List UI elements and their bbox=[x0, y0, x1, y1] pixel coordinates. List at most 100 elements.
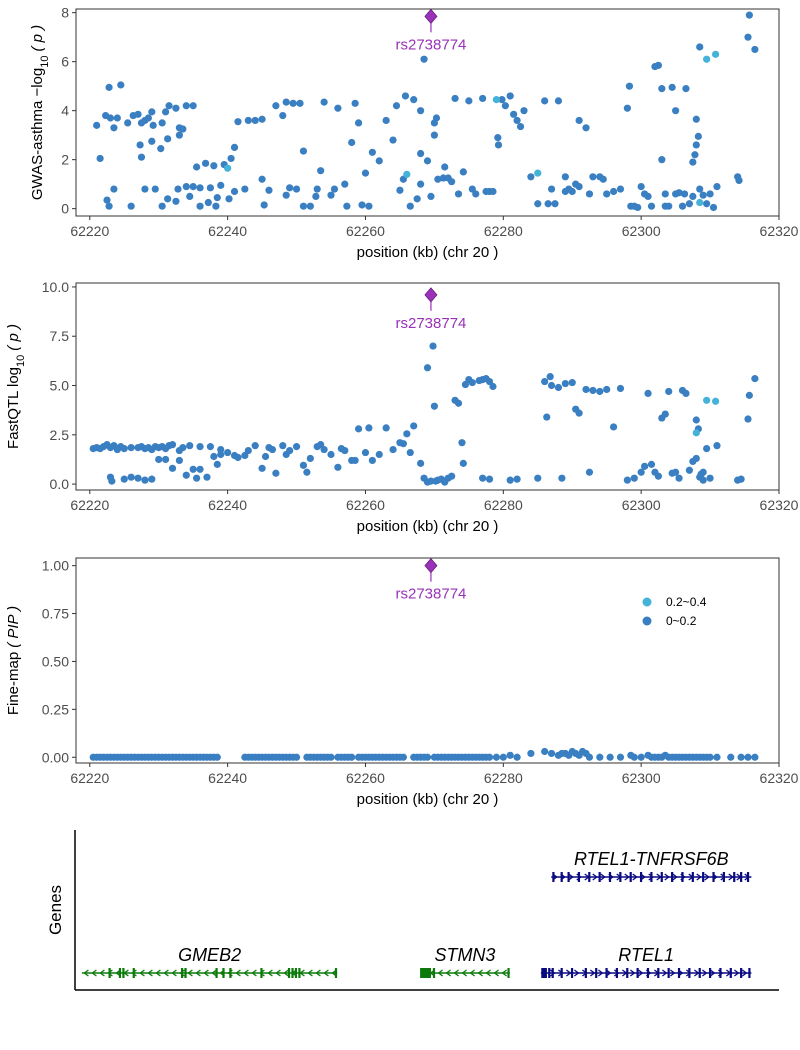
snp-point-ld-0.2-0.4 bbox=[711, 50, 720, 58]
snp-point bbox=[744, 753, 752, 761]
strand-arrow bbox=[267, 969, 273, 977]
snp-point bbox=[172, 104, 180, 112]
exon bbox=[702, 872, 705, 882]
snp-point bbox=[654, 61, 662, 69]
gene-rtel1-tnfrsf6b: RTEL1-TNFRSF6B bbox=[551, 849, 752, 882]
snp-point bbox=[413, 195, 421, 203]
snp-point bbox=[158, 202, 166, 210]
exon bbox=[507, 968, 510, 978]
strand-arrow bbox=[592, 873, 598, 881]
x-tick-label: 62320 bbox=[760, 770, 799, 786]
snp-point bbox=[516, 122, 525, 131]
strand-arrow bbox=[155, 969, 161, 977]
exon bbox=[122, 968, 125, 978]
snp-point bbox=[568, 378, 576, 387]
snp-point bbox=[272, 469, 280, 477]
exon bbox=[567, 872, 570, 882]
exon bbox=[746, 872, 750, 882]
x-tick-label: 62220 bbox=[70, 497, 109, 513]
snp-point bbox=[312, 192, 320, 201]
snp-point bbox=[268, 445, 277, 454]
snp-point bbox=[212, 202, 220, 210]
snp-point bbox=[692, 115, 700, 123]
snp-point bbox=[348, 753, 356, 761]
snp-point bbox=[665, 202, 673, 210]
strand-arrow bbox=[83, 969, 89, 977]
snp-point bbox=[554, 383, 563, 392]
exon bbox=[729, 968, 732, 978]
snp-point bbox=[365, 424, 373, 432]
snp-point bbox=[244, 446, 252, 455]
y-tick-label: 0 bbox=[61, 201, 69, 217]
y-tick-label: 8 bbox=[61, 5, 69, 21]
strand-arrow bbox=[693, 969, 700, 977]
strand-arrow bbox=[469, 969, 475, 977]
exon bbox=[688, 968, 691, 978]
exon bbox=[626, 968, 629, 978]
snp-point bbox=[637, 468, 645, 476]
exon bbox=[740, 872, 743, 882]
y-tick-label: 4 bbox=[61, 103, 69, 119]
snp-point bbox=[103, 196, 111, 204]
snp-point bbox=[616, 753, 625, 761]
x-tick-label: 62240 bbox=[208, 497, 247, 513]
snp-point bbox=[117, 81, 125, 89]
snp-point bbox=[582, 124, 590, 132]
y-axis-title-subscript: 10 bbox=[15, 355, 27, 367]
exon bbox=[588, 872, 591, 882]
y-tick-label: 2 bbox=[61, 152, 69, 168]
strand-arrow bbox=[107, 969, 113, 977]
snp-point bbox=[647, 202, 656, 210]
snp-point bbox=[706, 190, 714, 198]
snp-point bbox=[745, 11, 753, 19]
snp-point bbox=[498, 96, 506, 104]
strand-arrow bbox=[323, 969, 329, 977]
snp-point bbox=[165, 102, 173, 110]
snp-point bbox=[689, 192, 697, 201]
snp-point bbox=[429, 342, 437, 350]
snp-point bbox=[299, 461, 308, 469]
exon bbox=[215, 968, 218, 978]
gene-name-label: GMEB2 bbox=[178, 945, 241, 965]
snp-point bbox=[506, 92, 514, 100]
snp-point bbox=[609, 187, 618, 196]
lead-snp-label: rs2738774 bbox=[395, 586, 466, 603]
snp-point bbox=[658, 156, 666, 164]
snp-point bbox=[174, 185, 182, 193]
snp-point bbox=[343, 202, 351, 210]
snp-point bbox=[127, 473, 135, 481]
snp-point bbox=[368, 456, 376, 465]
snp-point bbox=[692, 416, 700, 424]
snp-point bbox=[589, 386, 597, 395]
scatter-panels: 62220 62240 62260 62280 62300 62320 0 2 4 6 8 posit… bbox=[5, 5, 799, 808]
gene-name-label: RTEL1-TNFRSF6B bbox=[574, 849, 729, 869]
strand-arrow bbox=[171, 969, 177, 977]
snp-point bbox=[713, 183, 721, 191]
snp-point bbox=[603, 190, 611, 198]
y-tick-label: 5.0 bbox=[50, 378, 70, 394]
snp-point bbox=[157, 145, 165, 153]
snp-point bbox=[510, 110, 518, 118]
x-tick-label: 62220 bbox=[70, 770, 109, 786]
snp-point bbox=[206, 443, 214, 451]
y-tick-label: 0.00 bbox=[42, 749, 69, 765]
y-axis-title-main: GWAS-asthma −log bbox=[29, 68, 46, 200]
strand-arrow bbox=[661, 969, 668, 977]
snp-point bbox=[389, 136, 397, 144]
snp-point bbox=[106, 114, 115, 122]
exon bbox=[619, 872, 622, 882]
snp-point bbox=[124, 119, 132, 127]
strand-arrow bbox=[283, 969, 289, 977]
exon bbox=[740, 968, 743, 978]
snp-point bbox=[680, 190, 689, 198]
strand-arrow bbox=[696, 873, 702, 881]
strand-arrow bbox=[211, 969, 217, 977]
snp-point bbox=[179, 125, 187, 133]
snp-point bbox=[420, 55, 428, 63]
exon bbox=[691, 872, 694, 882]
strand-arrow bbox=[573, 969, 580, 977]
strand-arrow bbox=[235, 969, 241, 977]
snp-point bbox=[351, 99, 359, 107]
snp-point bbox=[354, 425, 363, 433]
snp-point bbox=[234, 118, 242, 126]
